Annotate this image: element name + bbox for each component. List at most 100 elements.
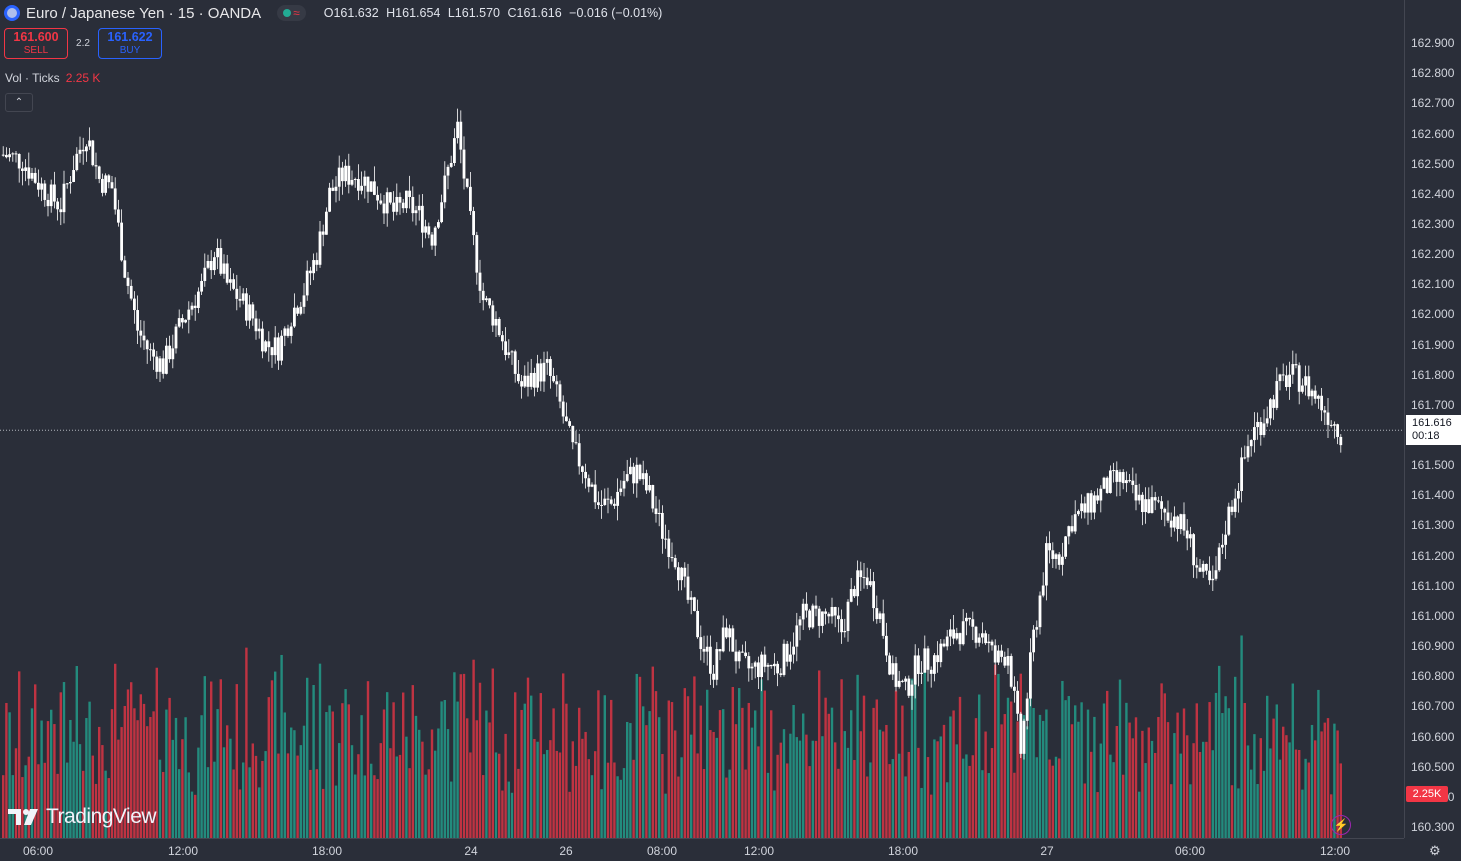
volume-bar [590, 775, 594, 838]
candle-body [449, 163, 453, 167]
volume-bar [187, 772, 190, 838]
candle-body [1128, 480, 1131, 482]
candle-body [901, 680, 904, 682]
price-chart[interactable] [0, 0, 1404, 838]
volume-bar [1038, 714, 1042, 838]
candle-body [734, 651, 738, 662]
candle-body [145, 340, 149, 350]
time-axis-tick: 06:00 [22, 844, 54, 858]
volume-bar [1083, 783, 1086, 838]
chart-area[interactable] [0, 0, 1404, 838]
tradingview-logo[interactable]: TradingView [8, 805, 157, 829]
candle-body [379, 200, 383, 204]
volume-bar [1195, 703, 1198, 838]
volume-bar [1256, 784, 1259, 838]
volume-bar [421, 741, 424, 838]
volume-bar [1125, 702, 1128, 838]
volume-bar [418, 729, 421, 838]
volume-bar [658, 717, 661, 838]
candle-body [776, 663, 779, 674]
volume-bar [382, 709, 386, 838]
candle-body [1137, 494, 1141, 501]
volume-bar [258, 787, 261, 838]
candle-body [859, 570, 863, 578]
sell-button[interactable]: 161.600 SELL [4, 28, 68, 59]
volume-bar [1006, 697, 1010, 838]
volume-bar [178, 769, 181, 838]
volume-bar [645, 725, 648, 838]
candle-body [1041, 585, 1045, 596]
candle-body [1269, 399, 1272, 419]
volume-bar [1323, 722, 1326, 838]
candle-body [885, 635, 888, 656]
volume-bar [18, 671, 21, 838]
candle-body [904, 678, 907, 682]
volume-bar [8, 712, 11, 838]
candle-body [465, 178, 469, 187]
volume-legend[interactable]: Vol · Ticks 2.25 K [5, 71, 100, 85]
volume-bar [654, 691, 658, 838]
candle-body [1163, 508, 1167, 513]
volume-bar [101, 745, 104, 838]
candle-body [417, 205, 421, 211]
volume-bar [971, 755, 974, 838]
candle-body [811, 605, 815, 628]
volume-bar [936, 741, 939, 838]
candle-body [273, 337, 277, 356]
candle-body [17, 154, 21, 169]
collapse-legend-button[interactable]: ⌃ [5, 93, 33, 112]
volume-bar [485, 710, 488, 838]
candle-body [805, 603, 808, 611]
volume-bar [386, 692, 389, 838]
volume-bar [27, 756, 30, 838]
candle-body [165, 345, 168, 374]
candle-body [197, 291, 200, 308]
candle-body [1192, 534, 1195, 566]
candle-body [187, 309, 191, 320]
candle-body [1169, 520, 1173, 528]
candle-body [321, 231, 325, 235]
symbol-flag-icon[interactable] [4, 5, 20, 21]
volume-bar [53, 724, 56, 838]
volume-bar [242, 762, 245, 838]
candle-body [1208, 570, 1211, 581]
volume-bar [747, 702, 750, 838]
buy-button[interactable]: 161.622 BUY [98, 28, 162, 59]
candle-body [561, 401, 565, 417]
volume-bar [21, 777, 24, 838]
volume-bar [827, 713, 830, 838]
volume-bar [677, 776, 680, 838]
volume-bar [885, 724, 888, 838]
settings-gear-icon[interactable]: ⚙ [1429, 843, 1441, 858]
candle-body [478, 272, 482, 291]
symbol-title[interactable]: Euro / Japanese Yen · 15 · OANDA [26, 4, 262, 22]
volume-bar [862, 695, 866, 838]
candle-body [1038, 595, 1042, 628]
lightning-icon[interactable]: ⚡ [1331, 815, 1351, 835]
candle-body [689, 597, 693, 600]
candle-body [846, 601, 850, 631]
candle-body [462, 149, 466, 179]
candle-body [1294, 364, 1298, 366]
candle-body [753, 662, 757, 667]
volume-bar [104, 770, 107, 838]
volume-bar [594, 751, 597, 838]
candle-body [645, 473, 648, 491]
time-axis[interactable]: 06:00 12:00 18:00 24 26 08:00 12:00 18:00 27 06:0… [0, 838, 1404, 861]
volume-bar [904, 776, 907, 838]
volume-bar [926, 757, 930, 838]
candle-body [385, 192, 389, 214]
market-status[interactable]: ≈ [277, 5, 306, 21]
candle-body [1275, 381, 1279, 408]
volume-bar [1093, 716, 1096, 838]
candle-body [408, 190, 411, 197]
candle-body [817, 608, 821, 626]
candle-body [1253, 427, 1256, 441]
volume-bar [530, 695, 533, 838]
candle-body [49, 184, 53, 207]
volume-bar [46, 721, 50, 838]
candle-body [440, 202, 443, 223]
price-axis-tick: 160.800 [1411, 669, 1455, 684]
candle-body [325, 211, 328, 235]
volume-bar [162, 771, 165, 838]
